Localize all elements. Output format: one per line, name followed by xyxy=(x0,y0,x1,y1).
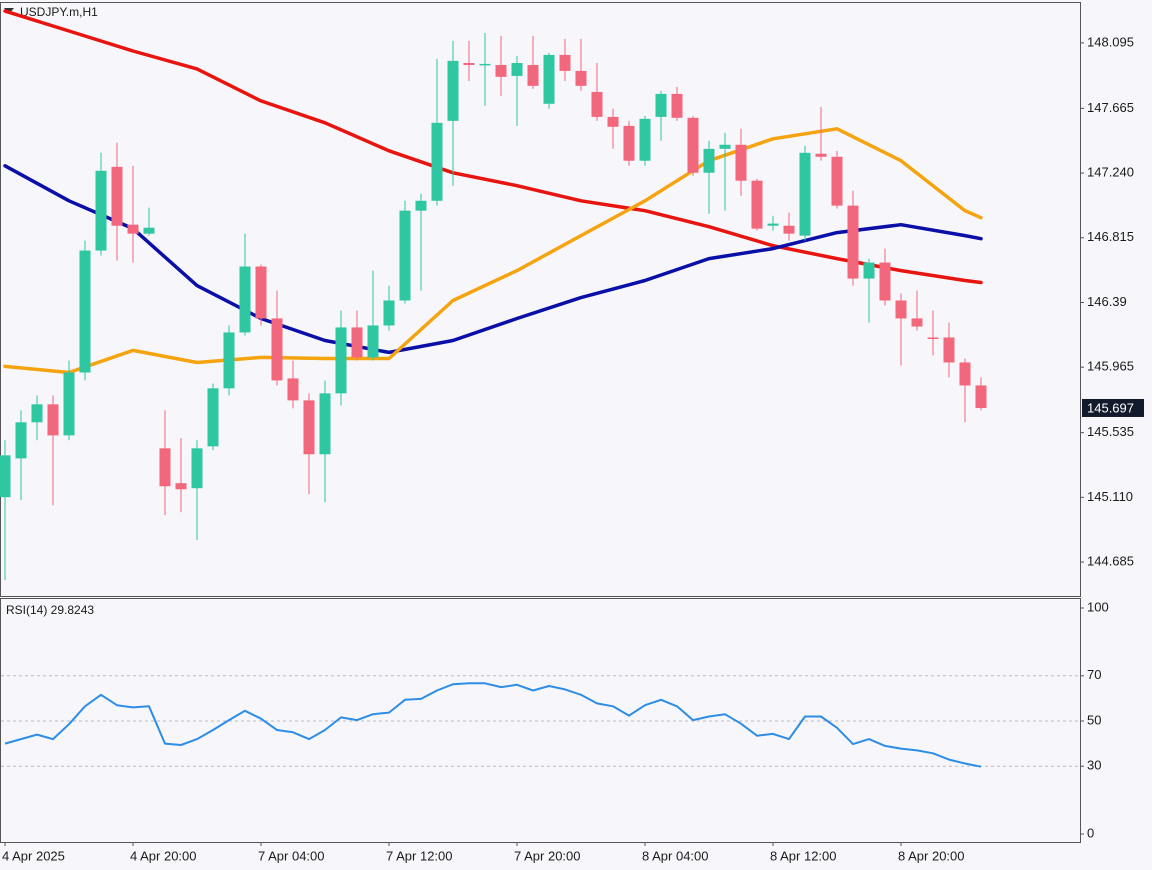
candle-body xyxy=(111,166,123,226)
x-tick-label: 4 Apr 20:00 xyxy=(130,848,197,863)
rsi-line xyxy=(4,682,982,768)
candle-body xyxy=(927,337,939,339)
candle-body xyxy=(831,156,843,206)
chart-title: USDJPY.m,H1 xyxy=(20,5,98,19)
y-tick-label: 145.535 xyxy=(1087,424,1134,439)
y-tick-label: 145.965 xyxy=(1087,359,1134,374)
candle-body xyxy=(479,63,491,66)
candle-body xyxy=(47,404,59,436)
candle-body xyxy=(847,205,859,279)
y-tick-label: 0 xyxy=(1087,825,1094,840)
candle-body xyxy=(943,337,955,363)
price-panel-frame xyxy=(0,2,1081,597)
candle-body xyxy=(223,332,235,389)
y-tick-label: 148.095 xyxy=(1087,34,1134,49)
candle-body xyxy=(799,152,811,236)
candle-body xyxy=(351,327,363,358)
candle-body xyxy=(79,250,91,373)
candle-body xyxy=(719,144,731,149)
candle-body xyxy=(575,70,587,86)
candle-body xyxy=(63,372,75,436)
candle-body xyxy=(143,227,155,234)
candle-body xyxy=(975,385,987,408)
rsi-title: RSI(14) 29.8243 xyxy=(6,603,94,617)
candle-body xyxy=(703,148,715,173)
last-price-label: 145.697 xyxy=(1087,400,1134,415)
candle-body xyxy=(495,64,507,77)
candle-body xyxy=(639,118,651,161)
candle-body xyxy=(415,200,427,211)
x-tick-label: 4 Apr 2025 xyxy=(2,848,65,863)
y-tick-label: 70 xyxy=(1087,667,1101,682)
x-tick-label: 8 Apr 04:00 xyxy=(642,848,709,863)
candle-body xyxy=(127,224,139,234)
candle-body xyxy=(687,117,699,173)
candle-body xyxy=(303,400,315,455)
candle-body xyxy=(431,122,443,201)
candle-body xyxy=(207,388,219,447)
candle-body xyxy=(623,125,635,161)
candle-body xyxy=(31,404,43,423)
candle-body xyxy=(95,170,107,251)
y-tick-label: 146.815 xyxy=(1087,229,1134,244)
candle-body xyxy=(911,318,923,327)
candle-body xyxy=(271,318,283,381)
candle-body xyxy=(735,144,747,181)
candle-body xyxy=(255,266,267,319)
x-tick-label: 7 Apr 12:00 xyxy=(386,848,453,863)
candle-body xyxy=(879,262,891,301)
candle-body xyxy=(783,225,795,234)
candle-body xyxy=(559,54,571,71)
x-tick-label: 8 Apr 12:00 xyxy=(770,848,837,863)
candle-body xyxy=(895,300,907,319)
last-price-box xyxy=(1082,398,1144,417)
candle-body xyxy=(607,116,619,127)
candle-body xyxy=(0,455,11,498)
moving-average xyxy=(3,127,983,375)
y-tick-label: 50 xyxy=(1087,712,1101,727)
candle-body xyxy=(383,300,395,326)
x-tick-label: 7 Apr 20:00 xyxy=(514,848,581,863)
candle-body xyxy=(671,93,683,118)
candle-body xyxy=(543,54,555,104)
y-tick-label: 145.110 xyxy=(1087,489,1133,504)
candle-body xyxy=(15,422,27,459)
y-tick-label: 100 xyxy=(1087,599,1109,614)
candle-body xyxy=(447,60,459,121)
candle-body xyxy=(591,91,603,117)
candle-body xyxy=(751,180,763,229)
candle-body xyxy=(287,378,299,401)
candle-body xyxy=(527,64,539,86)
candle-body xyxy=(959,362,971,386)
candle-body xyxy=(655,93,667,117)
candle-body xyxy=(815,153,827,157)
y-tick-label: 146.39 xyxy=(1087,294,1127,309)
candle-body xyxy=(767,223,779,226)
candle-body xyxy=(319,393,331,455)
candle-body xyxy=(335,327,347,394)
candle-body xyxy=(159,448,171,487)
y-tick-label: 147.240 xyxy=(1087,164,1134,179)
y-tick-label: 30 xyxy=(1087,758,1101,773)
candle-body xyxy=(863,262,875,279)
candle-body xyxy=(239,266,251,333)
candle-body xyxy=(191,448,203,489)
x-tick-label: 7 Apr 04:00 xyxy=(258,848,325,863)
candle-body xyxy=(367,325,379,358)
candle-body xyxy=(511,62,523,76)
candle-body xyxy=(399,210,411,301)
candle-body xyxy=(175,483,187,490)
candle-body xyxy=(463,62,475,65)
y-tick-label: 147.665 xyxy=(1087,100,1134,115)
x-tick-label: 8 Apr 20:00 xyxy=(898,848,965,863)
y-tick-label: 144.685 xyxy=(1087,553,1134,568)
